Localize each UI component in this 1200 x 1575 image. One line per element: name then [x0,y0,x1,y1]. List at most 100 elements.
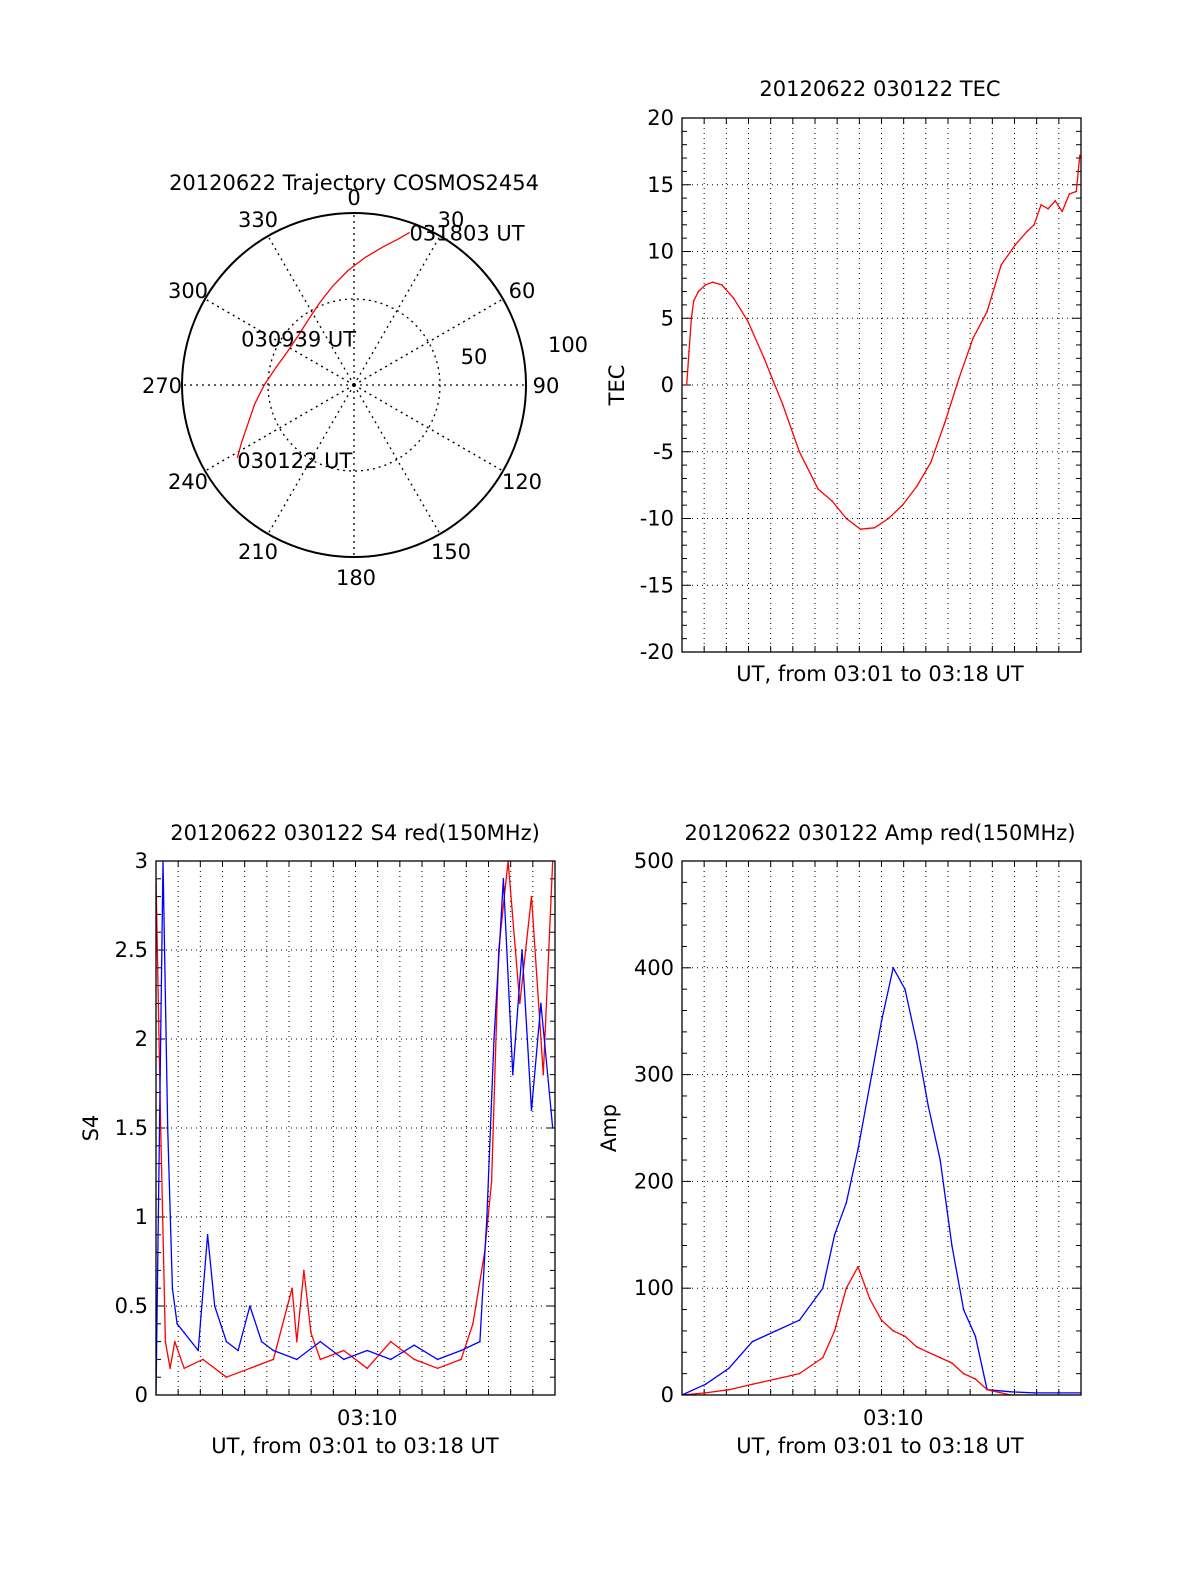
polar-azimuth-label: 120 [502,470,542,494]
series-point [751,1340,754,1343]
axis-ticks [156,860,555,1396]
series-point [845,1202,848,1204]
series-point [728,1367,730,1370]
series-point [366,1367,369,1370]
y-tick-label: 15 [647,173,674,197]
series-point [775,1378,777,1380]
plot-series-group [156,861,554,1395]
series-point [901,504,904,506]
series-point [213,1305,216,1307]
y-tick-label: -15 [640,573,674,597]
series-point [1054,200,1056,202]
polar-spoke [353,384,504,472]
polar-azimuth-label: 270 [142,374,182,398]
series-point [460,1358,462,1361]
series-point [972,337,974,340]
polar-azimuth-label: 60 [509,279,536,303]
series-point [958,377,960,380]
series-point [413,1344,416,1346]
amp-title: 20120622 030122 Amp red(150MHz) [684,821,1075,845]
series-point [939,1159,941,1161]
series-point [237,1349,239,1352]
polar-azimuth-label: 300 [168,279,208,303]
series-point [1009,1391,1012,1393]
y-tick-label: 2 [135,1027,148,1051]
amp-y-axis-label: Amp [597,1104,621,1152]
y-tick-label: 10 [647,240,674,264]
x-tick-label: 03:10 [863,1406,924,1430]
series-point [831,500,833,502]
series-point [521,949,523,951]
polar-azimuth-label: 90 [533,374,560,398]
series-point [542,1073,545,1076]
series-point [310,1331,312,1334]
series-point [486,1216,488,1218]
y-tick-label: -20 [640,640,674,664]
series-point [413,1358,416,1361]
series-point [833,1330,836,1332]
x-tick-labels: 03:10 [863,1406,924,1430]
series-point [746,320,749,322]
series-point [927,1105,930,1108]
trajectory-polar-chart: 20120622 Trajectory COSMOS2454 0 30 60 90 12… [142,171,588,590]
polar-spoke [267,384,355,535]
y-tick-label: 0 [661,1383,674,1407]
series-point [930,461,932,464]
series-point [530,1109,533,1111]
series-point [197,1349,199,1352]
polar-azimuth-label: 0 [347,186,360,210]
polar-spoke [353,298,504,386]
tec-title: 20120622 030122 TEC [759,77,1000,101]
series-point [164,1340,167,1343]
series-point [869,1084,871,1087]
y-tick-label: 1.5 [115,1116,148,1140]
series-point [704,1383,707,1386]
series-point [319,1340,322,1343]
plot-frame [681,860,1082,1396]
series-point [857,1148,859,1151]
series-point [1026,230,1028,233]
y-tick-label: 5 [661,306,674,330]
tec-x-axis-label: UT, from 03:01 to 03:18 UT [736,662,1024,686]
series-point [1061,210,1063,213]
series-point [291,1287,293,1289]
y-tick-label: 300 [634,1063,674,1087]
plot-frame [681,117,1082,653]
series-point [502,878,505,880]
series-point [1033,1392,1035,1394]
series-point [183,1367,185,1370]
series-point [915,485,918,488]
y-tick-label: 1 [135,1205,148,1229]
series-point [540,1002,542,1005]
y-tick-label: 0 [661,373,674,397]
tec-y-axis-label: TEC [605,365,629,407]
series-point [260,1340,263,1343]
series-point [1056,1392,1059,1394]
series-point [904,1335,906,1338]
y-tick-label: -5 [653,440,674,464]
plot-frame [155,860,556,1396]
series-point [202,1358,204,1361]
series-point [892,1330,894,1332]
series-point [763,357,765,360]
series-point [519,1002,521,1005]
polar-time-annotation: 031803 UT [410,221,525,245]
series-point [962,1308,965,1311]
polar-time-annotation: 030122 UT [237,449,352,473]
series-point [366,1349,369,1352]
series-point [751,1383,754,1386]
y-tick-label: 500 [634,849,674,873]
series-point [1040,204,1042,206]
series-point [845,1287,848,1289]
series-point [472,1323,474,1325]
series-point [166,1127,169,1129]
series-point [822,1287,824,1289]
series-point [732,297,735,300]
y-tick-label: 3 [135,849,148,873]
x-tick-label: 03:10 [337,1406,398,1430]
series-point [880,1020,883,1022]
series-point [951,1244,953,1247]
polar-azimuth-label: 240 [168,470,208,494]
series-point [169,1367,171,1370]
series-point [176,1323,178,1325]
